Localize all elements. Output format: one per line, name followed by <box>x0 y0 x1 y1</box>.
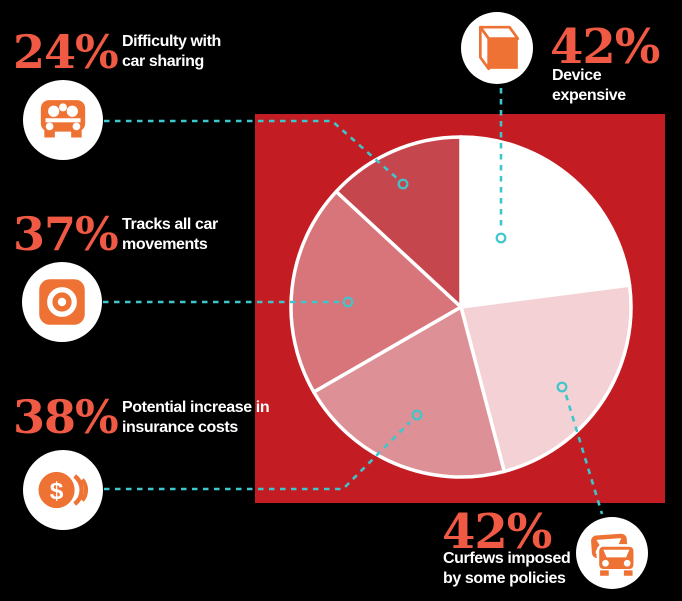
icon-circle <box>23 80 103 160</box>
icon-circle <box>461 12 533 84</box>
callout-label: Difficulty with car sharing <box>122 33 221 71</box>
car-sharing-icon <box>40 100 86 138</box>
pie-slice <box>334 135 463 309</box>
connector-line <box>564 394 604 515</box>
callout-label: Curfews imposed by some policies <box>443 550 571 588</box>
connector-line <box>104 119 400 181</box>
icon-circle: $ <box>23 450 103 530</box>
dollar-coins-icon: $ <box>38 471 88 509</box>
tracker-device-icon <box>39 279 85 325</box>
pie-slice <box>459 135 632 309</box>
percentage-value: 37% <box>13 207 119 261</box>
pie-slice <box>312 305 507 479</box>
percentage-value: 38% <box>13 390 119 444</box>
connector-endpoint-ring <box>411 409 423 421</box>
percentage-value: 42% <box>550 19 660 75</box>
percentage-value: 42% <box>442 504 552 560</box>
percentage-value: 24% <box>13 25 119 79</box>
svg-text:$: $ <box>50 478 64 505</box>
connector-endpoint-ring <box>495 232 507 244</box>
connector-endpoint-ring <box>556 381 568 393</box>
icon-circle <box>22 262 102 342</box>
icon-circle <box>576 517 648 589</box>
pie-slice <box>459 283 633 474</box>
traffic-cars-icon <box>591 533 637 576</box>
connector-endpoint-ring <box>397 178 409 190</box>
callout-label: Device expensive <box>552 67 626 105</box>
pie-slice <box>289 189 463 394</box>
callout-label: Tracks all car movements <box>122 216 218 254</box>
connector-line <box>104 421 411 491</box>
connector-endpoint-ring <box>342 296 354 308</box>
device-box-icon <box>478 25 520 71</box>
callout-label: Potential increase in insurance costs <box>122 399 270 437</box>
